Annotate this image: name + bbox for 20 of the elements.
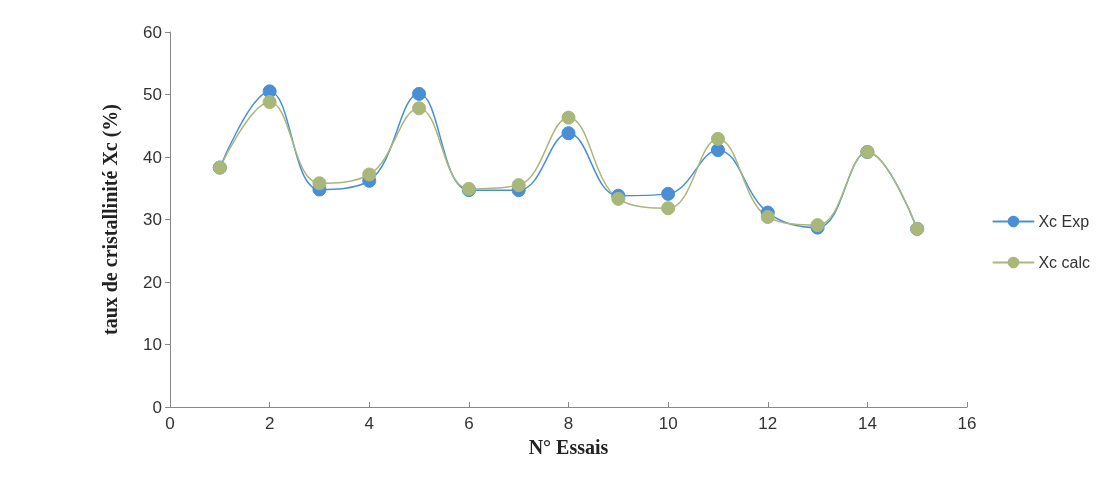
x-tick-label: 16 (957, 414, 977, 433)
x-tick-label: 0 (165, 414, 175, 433)
x-axis-title: N° Essais (528, 435, 609, 458)
y-axis-title: taux de cristallinité Xc (%) (99, 103, 122, 336)
y-tick-label: 30 (143, 210, 162, 229)
x-tick-label: 6 (464, 414, 474, 433)
y-tick-label: 60 (143, 22, 162, 42)
x-tick-label: 10 (658, 414, 678, 433)
legend-label: Xc Exp (1038, 213, 1090, 230)
y-tick-label: 50 (143, 85, 162, 104)
y-tick-label: 0 (152, 397, 162, 417)
y-tick-label: 40 (143, 147, 162, 167)
y-tick-label: 20 (143, 272, 162, 292)
x-tick-label: 4 (364, 414, 374, 433)
x-tick-label: 2 (264, 414, 275, 433)
legend-label: Xc calc (1038, 254, 1091, 271)
x-tick-label: 8 (563, 414, 574, 433)
y-tick-label: 10 (143, 335, 162, 354)
x-tick-label: 12 (758, 414, 778, 433)
x-tick-label: 14 (857, 414, 877, 433)
